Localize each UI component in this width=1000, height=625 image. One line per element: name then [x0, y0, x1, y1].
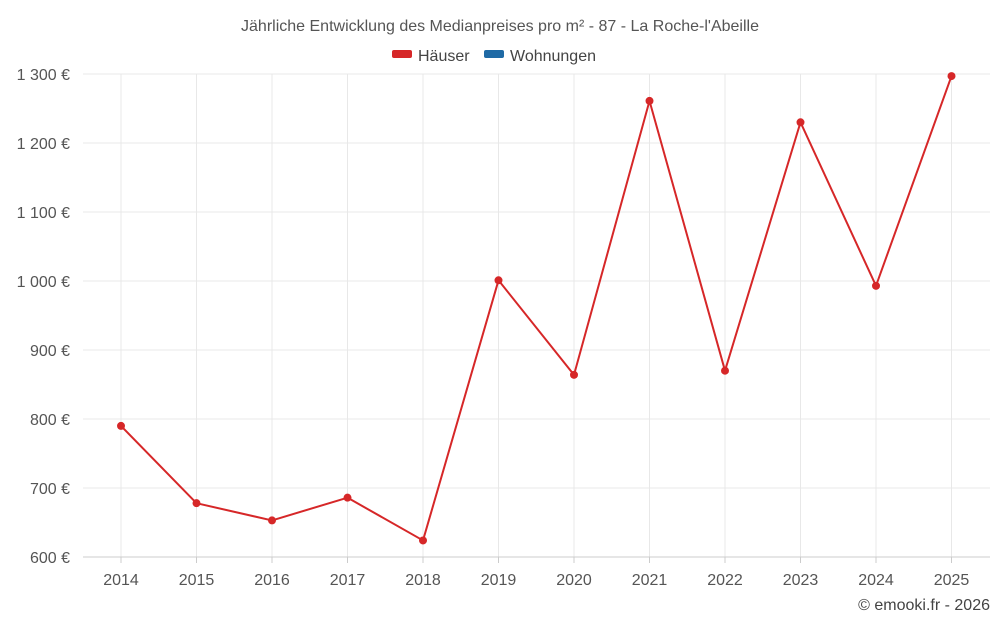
data-point[interactable] [343, 493, 352, 502]
data-point[interactable] [796, 118, 805, 127]
x-axis: 2014 2015 2016 2017 2018 2019 2020 2021 2022 2023… [83, 556, 990, 589]
data-point[interactable] [419, 536, 427, 545]
x-tick-label: 2015 [179, 572, 215, 589]
data-point[interactable] [872, 281, 880, 290]
series-line-0 [120, 75, 953, 542]
legend-swatch-wohnungen [484, 50, 504, 58]
y-tick-label: 1 300 € [17, 67, 70, 84]
x-tick-label: 2017 [330, 572, 366, 589]
legend-label-wohnungen[interactable]: Wohnungen [510, 48, 596, 65]
x-tick-label: 2022 [707, 572, 743, 589]
x-tick-label: 2014 [103, 572, 139, 589]
x-tick-label: 2024 [858, 572, 894, 589]
data-point[interactable] [268, 516, 276, 525]
x-tick-label: 2018 [405, 572, 441, 589]
x-tick-label: 2023 [783, 572, 819, 589]
data-point[interactable] [721, 366, 729, 375]
data-point[interactable] [645, 96, 654, 105]
legend: Häuser Wohnungen [392, 48, 596, 65]
chart-title: Jährliche Entwicklung des Medianpreises … [241, 18, 759, 35]
y-tick-label: 600 € [30, 550, 70, 567]
legend-label-haeuser[interactable]: Häuser [418, 48, 470, 65]
data-point[interactable] [192, 499, 201, 508]
credit-text: © emooki.fr - 2026 [858, 597, 990, 614]
y-tick-label: 900 € [30, 343, 70, 360]
y-tick-label: 700 € [30, 481, 70, 498]
y-tick-label: 1 000 € [17, 274, 70, 291]
x-tick-label: 2016 [254, 572, 290, 589]
x-tick-label: 2021 [632, 572, 668, 589]
y-tick-label: 1 100 € [17, 205, 70, 222]
series-layer [117, 72, 956, 545]
y-axis: 600 € 700 € 800 € 900 € 1 000 € 1 100 € 1 200 … [17, 67, 70, 567]
data-point[interactable] [947, 72, 956, 81]
x-tick-label: 2025 [934, 572, 970, 589]
legend-swatch-haeuser [392, 50, 412, 58]
grid [83, 73, 990, 558]
data-point[interactable] [570, 370, 578, 379]
x-tick-label: 2019 [481, 572, 517, 589]
data-point[interactable] [494, 276, 503, 285]
y-tick-label: 1 200 € [17, 136, 70, 153]
data-point[interactable] [117, 421, 125, 430]
x-tick-label: 2020 [556, 572, 592, 589]
y-tick-label: 800 € [30, 412, 70, 429]
